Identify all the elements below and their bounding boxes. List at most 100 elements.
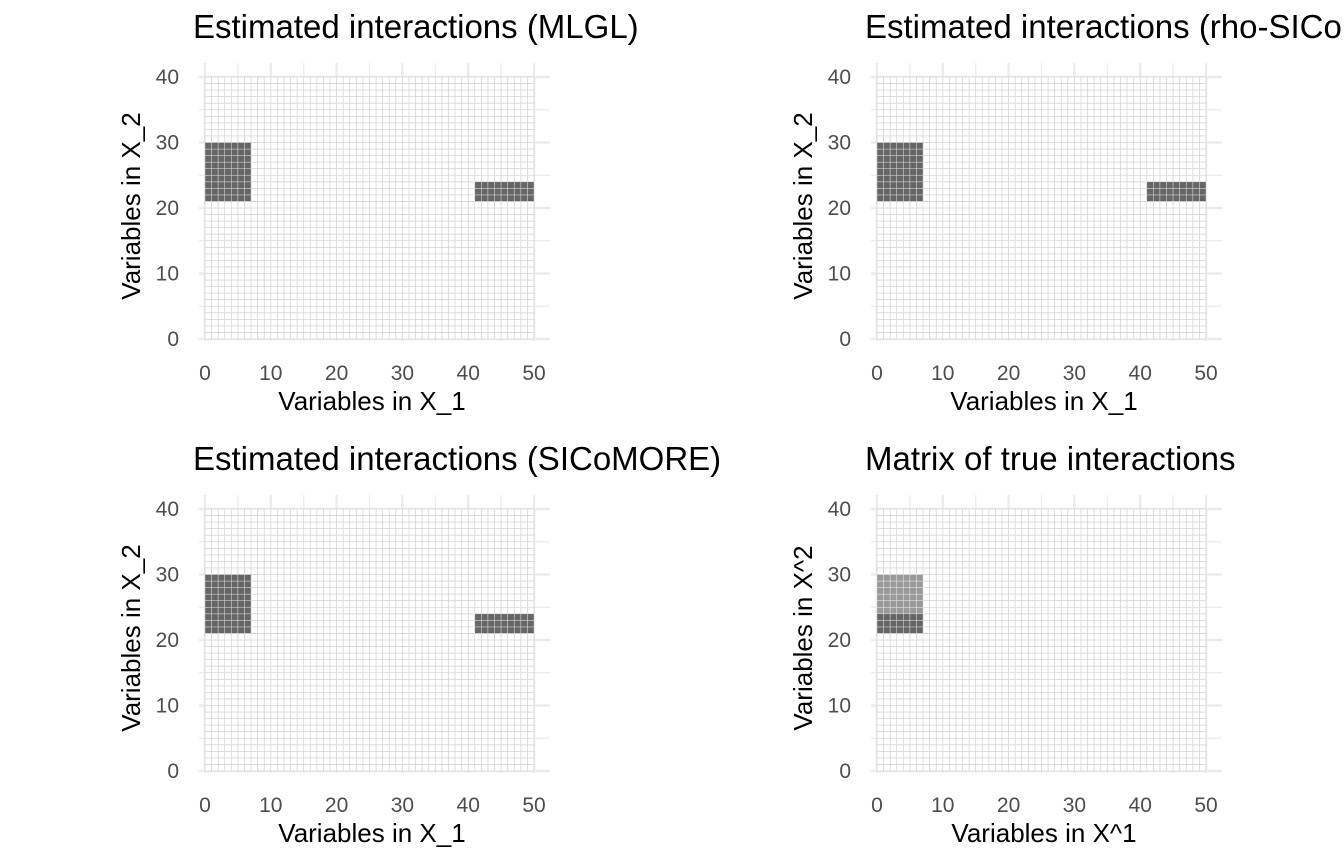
- interaction-cell: [883, 161, 891, 169]
- interaction-cell: [896, 600, 904, 608]
- interaction-cell: [883, 155, 891, 163]
- interaction-cell: [876, 574, 884, 582]
- interaction-cell: [909, 188, 917, 196]
- interaction-cell: [231, 626, 239, 634]
- interaction-cell: [217, 174, 226, 183]
- interaction-cell: [909, 580, 917, 588]
- interaction-cell: [903, 174, 911, 183]
- interaction-cell: [876, 168, 884, 176]
- interaction-cell: [513, 188, 522, 196]
- interaction-cell: [1179, 194, 1187, 202]
- interaction-cell: [896, 587, 904, 595]
- interaction-cell: [494, 626, 502, 634]
- interaction-cell: [909, 606, 917, 615]
- interaction-cell: [513, 620, 522, 628]
- y-tick-label: 20: [828, 629, 851, 652]
- interaction-cell: [513, 181, 522, 189]
- interaction-cell: [211, 142, 219, 150]
- y-tick-label: 40: [156, 66, 179, 89]
- interaction-cell: [217, 574, 226, 582]
- interaction-cell: [916, 593, 924, 601]
- interaction-cell: [1166, 181, 1174, 189]
- x-tick-label: 0: [199, 362, 211, 385]
- interaction-cell: [217, 188, 226, 196]
- interaction-cell: [244, 174, 252, 183]
- x-tick-label: 0: [871, 794, 883, 817]
- interaction-cell: [217, 142, 226, 150]
- x-tick-label: 50: [522, 362, 545, 385]
- interaction-cell: [903, 580, 911, 588]
- interaction-cell: [507, 188, 515, 196]
- interaction-cell: [481, 194, 489, 202]
- interaction-cell: [520, 620, 528, 628]
- x-tick-label: 20: [325, 794, 348, 817]
- interaction-cell: [211, 606, 219, 615]
- interaction-cell: [204, 626, 212, 634]
- interaction-cell: [909, 620, 917, 628]
- interaction-cell: [520, 181, 528, 189]
- interaction-cell: [883, 188, 891, 196]
- interaction-cell: [513, 194, 522, 202]
- interaction-cell: [889, 620, 898, 628]
- y-axis-label: Variables in X_2: [788, 112, 818, 299]
- interaction-cell: [231, 580, 239, 588]
- interaction-cell: [1146, 181, 1154, 189]
- interaction-cell: [909, 613, 917, 621]
- interaction-cell: [909, 587, 917, 595]
- interaction-cell: [474, 613, 482, 621]
- interaction-cell: [876, 181, 884, 189]
- interaction-cell: [224, 155, 232, 163]
- interaction-cell: [224, 142, 232, 150]
- chart-title: Estimated interactions (rho-SICoMORE): [865, 8, 1344, 45]
- interaction-cell: [231, 148, 239, 156]
- interaction-cell: [217, 613, 226, 621]
- interaction-cell: [211, 181, 219, 189]
- interaction-cell: [474, 620, 482, 628]
- interaction-cell: [217, 593, 226, 601]
- interaction-cell: [520, 613, 528, 621]
- interaction-cell: [231, 168, 239, 176]
- interaction-cell: [204, 593, 212, 601]
- interaction-cell: [244, 181, 252, 189]
- interaction-cell: [494, 188, 502, 196]
- interaction-cell: [916, 613, 924, 621]
- interaction-cell: [889, 580, 898, 588]
- interaction-cell: [876, 600, 884, 608]
- interaction-cell: [883, 620, 891, 628]
- interaction-cell: [224, 626, 232, 634]
- interaction-cell: [876, 142, 884, 150]
- interaction-cell: [520, 626, 528, 634]
- interaction-cell: [231, 142, 239, 150]
- interaction-cell: [500, 620, 508, 628]
- interaction-cell: [520, 194, 528, 202]
- interaction-cell: [211, 587, 219, 595]
- interaction-cell: [474, 194, 482, 202]
- interaction-cell: [909, 181, 917, 189]
- interaction-cell: [204, 174, 212, 183]
- interaction-cell: [231, 600, 239, 608]
- chart-title: Estimated interactions (MLGL): [193, 8, 639, 45]
- interaction-cell: [889, 574, 898, 582]
- interaction-cell: [237, 613, 245, 621]
- interaction-cell: [527, 626, 535, 634]
- interaction-cell: [889, 194, 898, 202]
- interaction-cell: [883, 593, 891, 601]
- interaction-cell: [237, 620, 245, 628]
- y-tick-label: 30: [156, 564, 179, 587]
- interaction-cell: [211, 613, 219, 621]
- interaction-cell: [204, 606, 212, 615]
- x-tick-label: 30: [391, 794, 414, 817]
- interaction-cell: [876, 188, 884, 196]
- interaction-cell: [217, 155, 226, 163]
- x-tick-label: 40: [1129, 794, 1152, 817]
- panel-4: 0 10 20 30 40 50 0 10 20 30 40 Matrix of true inter…: [788, 440, 1235, 848]
- interaction-cell: [231, 161, 239, 169]
- x-tick-label: 20: [997, 794, 1020, 817]
- interaction-cell: [1166, 194, 1174, 202]
- interaction-cell: [889, 174, 898, 183]
- interaction-cell: [876, 148, 884, 156]
- interaction-cell: [1172, 188, 1180, 196]
- interaction-cell: [244, 155, 252, 163]
- interaction-cell: [883, 580, 891, 588]
- interaction-cell: [231, 620, 239, 628]
